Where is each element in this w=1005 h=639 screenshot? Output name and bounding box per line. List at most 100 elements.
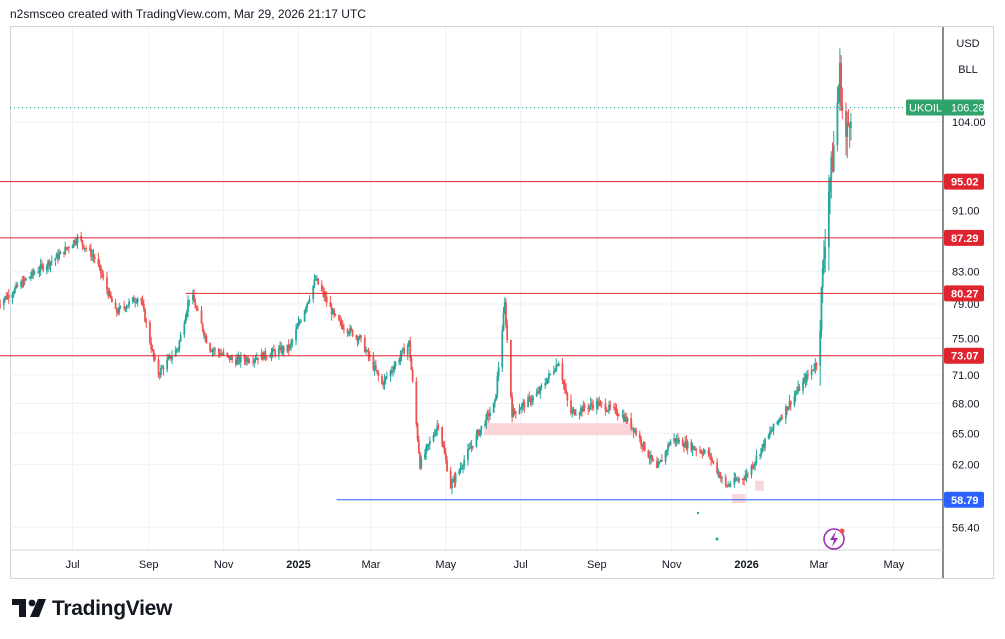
candle-body xyxy=(201,323,204,331)
candle xyxy=(555,358,558,373)
lightning-icon[interactable] xyxy=(823,528,845,550)
candle xyxy=(194,298,197,309)
candle-body xyxy=(638,434,641,439)
candle xyxy=(561,357,564,385)
candle-body xyxy=(781,417,784,419)
candle-body xyxy=(183,323,186,335)
candle xyxy=(307,301,310,305)
candle-body xyxy=(417,439,420,453)
price-tag-80.27: 80.27 xyxy=(944,285,984,302)
candle-body xyxy=(178,341,181,349)
candle xyxy=(786,406,788,416)
candle-body xyxy=(42,265,45,271)
candle xyxy=(793,390,796,408)
candle-body xyxy=(314,279,317,281)
candle-body xyxy=(846,123,849,137)
candle-body xyxy=(632,427,635,432)
candle-body xyxy=(657,463,660,468)
candle-body xyxy=(458,469,461,475)
candle-body xyxy=(151,349,154,351)
candle xyxy=(409,336,412,362)
candle xyxy=(142,298,145,312)
candle xyxy=(708,447,711,460)
candle xyxy=(171,350,173,365)
candle-body xyxy=(744,476,747,480)
candle-body xyxy=(219,352,221,356)
candle xyxy=(741,478,744,485)
candle xyxy=(760,447,763,459)
candle-body xyxy=(511,396,514,418)
candle-body xyxy=(622,415,625,422)
candle xyxy=(570,394,572,416)
candle xyxy=(338,314,340,322)
candle xyxy=(257,357,259,365)
candle-body xyxy=(565,389,568,394)
candle-body xyxy=(837,88,840,103)
candle xyxy=(428,436,431,450)
candle xyxy=(56,249,59,264)
candle-body xyxy=(544,383,547,386)
candle xyxy=(401,347,404,352)
candle-body xyxy=(495,394,498,400)
candle-body xyxy=(522,402,525,405)
candle-body xyxy=(813,368,815,371)
candle xyxy=(107,287,110,300)
candle xyxy=(770,426,773,435)
candle xyxy=(830,151,833,199)
candle-body xyxy=(721,477,723,479)
candle xyxy=(796,386,798,395)
candle-body xyxy=(217,349,220,353)
candle-body xyxy=(754,462,757,465)
candle xyxy=(583,402,586,412)
candle xyxy=(479,429,482,438)
candle-body xyxy=(566,393,569,401)
candle-body xyxy=(555,364,558,371)
candle xyxy=(451,478,453,495)
candle xyxy=(76,233,79,249)
candle xyxy=(203,329,205,340)
candle xyxy=(145,317,148,329)
candle-body xyxy=(729,484,732,486)
candle xyxy=(589,397,592,411)
price-tag-95.02: 95.02 xyxy=(944,173,984,190)
candle-body xyxy=(194,302,197,308)
candle xyxy=(185,309,188,321)
candle xyxy=(600,401,603,409)
tradingview-logo[interactable]: TradingView xyxy=(12,597,172,621)
candle-body xyxy=(489,412,491,417)
symbol-label: UKOIL xyxy=(909,102,942,114)
candle-body xyxy=(29,276,32,278)
candle-body xyxy=(66,247,69,249)
x-tick-label: 2025 xyxy=(286,559,310,571)
candle xyxy=(729,480,732,488)
candle-body xyxy=(572,409,575,411)
candle-body xyxy=(274,350,277,355)
currency-button[interactable]: USD xyxy=(948,33,988,55)
candle-body xyxy=(518,409,521,414)
candle-body xyxy=(829,179,831,192)
candle xyxy=(28,276,31,279)
candle-body xyxy=(676,438,679,443)
candle xyxy=(33,269,36,276)
candle xyxy=(538,386,541,395)
candle-body xyxy=(772,423,775,430)
unit-button[interactable]: BLL xyxy=(948,59,988,81)
candle-body xyxy=(692,445,695,450)
candle-body xyxy=(366,350,369,352)
candle-body xyxy=(133,297,135,303)
candle xyxy=(322,285,324,298)
candle xyxy=(463,454,466,470)
candle xyxy=(588,405,591,412)
price-tag-87.29: 87.29 xyxy=(944,229,984,246)
candle-body xyxy=(92,255,95,257)
candle xyxy=(72,239,75,248)
candle-body xyxy=(153,357,156,360)
candle xyxy=(403,343,405,355)
candle-body xyxy=(142,303,145,310)
brand-name: TradingView xyxy=(52,597,173,620)
candle xyxy=(506,319,509,343)
candle xyxy=(252,355,254,366)
candle xyxy=(446,456,448,472)
candle xyxy=(195,305,198,312)
